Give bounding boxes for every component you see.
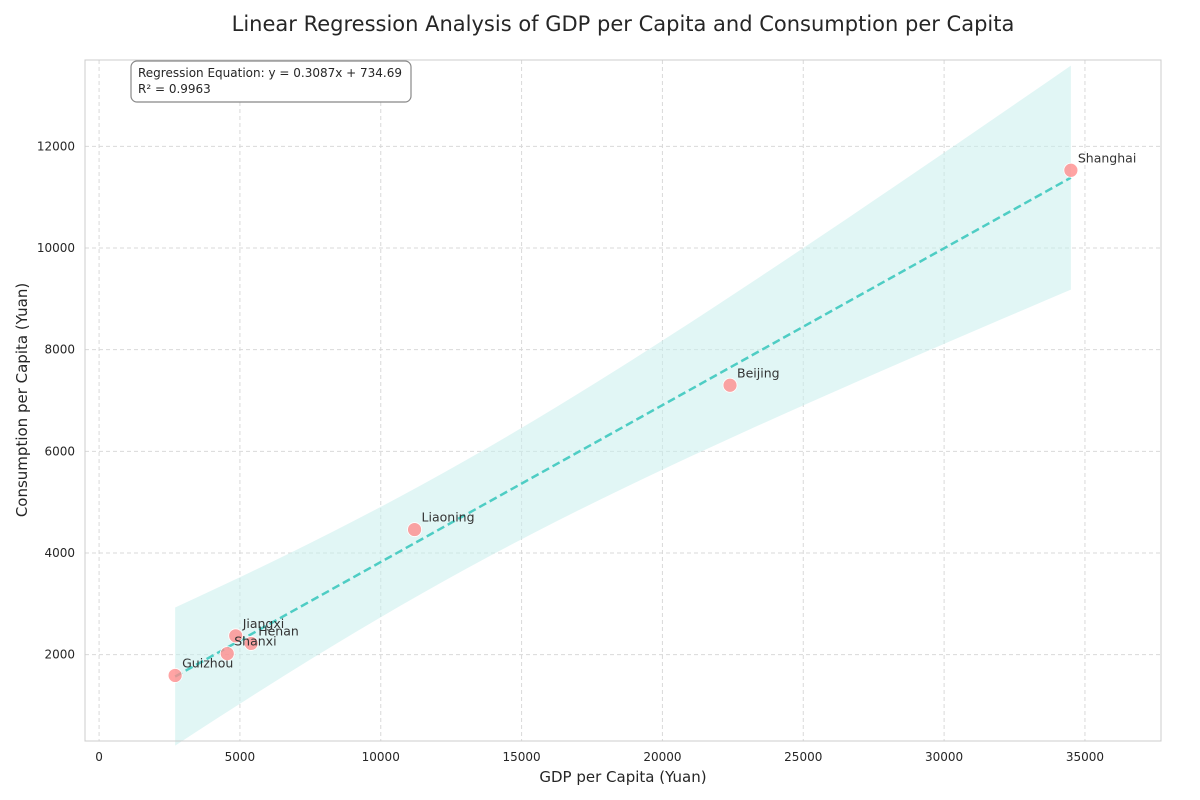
x-tick-label: 20000	[643, 750, 681, 764]
data-points	[167, 162, 1079, 683]
x-tick-label: 30000	[925, 750, 963, 764]
regression-line-path	[174, 176, 1072, 678]
data-point	[722, 377, 738, 393]
x-axis-ticks: 0 5000 10000 15000 20000 25000 30000 35000	[95, 750, 1104, 764]
data-point	[219, 646, 235, 661]
point-label: Beijing	[737, 365, 780, 380]
point-label: Jiangxi	[242, 616, 285, 631]
x-tick-label: 25000	[784, 750, 822, 764]
data-point	[228, 628, 244, 644]
confidence-band-area	[175, 65, 1071, 746]
y-tick-label: 12000	[37, 139, 75, 153]
y-tick-label: 2000	[44, 648, 75, 662]
x-tick-label: 0	[95, 750, 103, 764]
data-point	[1063, 162, 1079, 178]
y-tick-label: 6000	[44, 444, 75, 458]
data-point	[167, 668, 183, 683]
confidence-band	[175, 65, 1071, 746]
data-point	[407, 522, 422, 537]
x-tick-label: 10000	[362, 750, 400, 764]
point-label: Shanghai	[1078, 150, 1136, 165]
y-axis-ticks: 2000 4000 6000 8000 10000 12000	[37, 139, 75, 661]
plot-frame	[84, 59, 1162, 742]
point-label: Shanxi	[234, 634, 276, 649]
regression-equation: Regression Equation: y = 0.3087x + 734.6…	[138, 66, 402, 80]
x-tick-label: 15000	[503, 750, 541, 764]
r-squared: R² = 0.9963	[138, 82, 211, 96]
regression-line	[174, 176, 1072, 678]
data-point	[243, 636, 259, 651]
y-axis-label: Consumption per Capita (Yuan)	[13, 283, 31, 517]
y-tick-label: 10000	[37, 241, 75, 255]
y-tick-label: 4000	[44, 546, 75, 560]
y-tick-label: 8000	[44, 343, 75, 357]
chart-title: Linear Regression Analysis of GDP per Ca…	[232, 12, 1015, 36]
point-label: Guizhou	[182, 655, 233, 670]
x-tick-label: 5000	[225, 750, 256, 764]
point-label: Liaoning	[422, 510, 475, 525]
x-tick-label: 35000	[1066, 750, 1104, 764]
regression-stats-box: Regression Equation: y = 0.3087x + 734.6…	[130, 60, 412, 103]
point-label: Henan	[258, 623, 299, 638]
x-axis-label: GDP per Capita (Yuan)	[539, 768, 706, 786]
